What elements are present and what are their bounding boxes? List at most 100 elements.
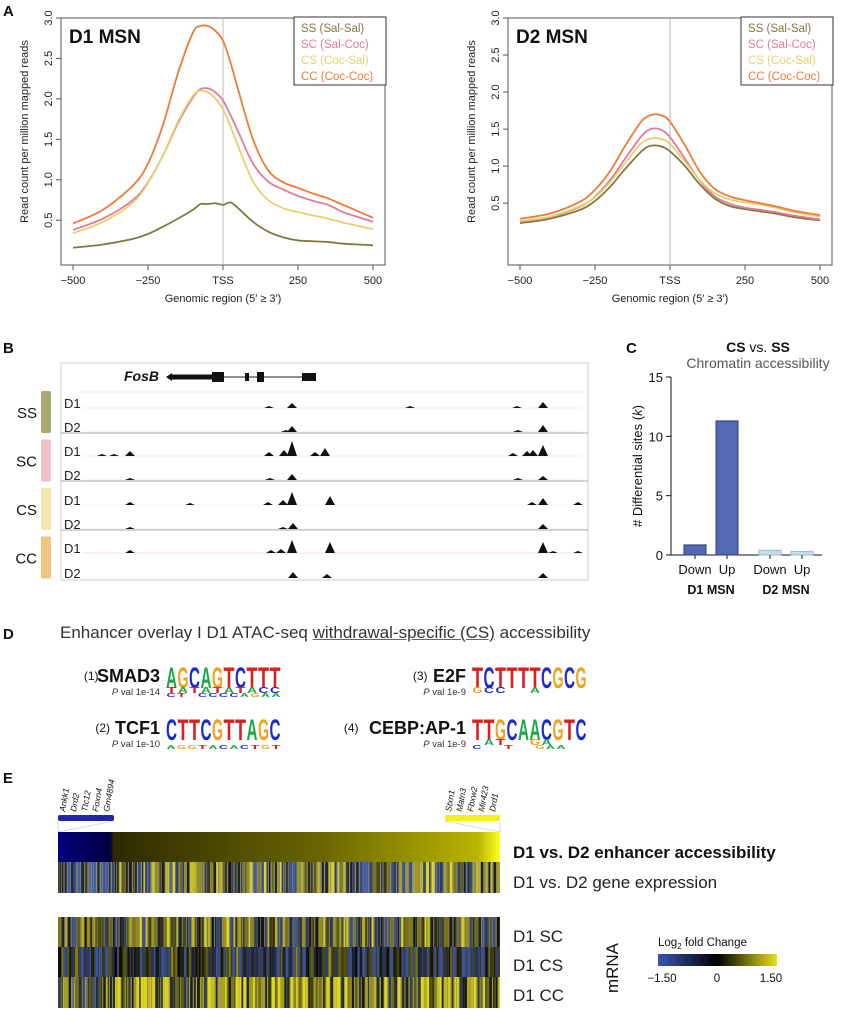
panel-a-letter: A bbox=[3, 3, 14, 20]
y-tick-label: 0.5 bbox=[490, 196, 502, 211]
heatmap-cell bbox=[401, 947, 405, 977]
heatmap-cell bbox=[465, 947, 467, 977]
heatmap-cell bbox=[161, 947, 165, 977]
heatmap-cell bbox=[399, 917, 401, 947]
heatmap-cell bbox=[125, 862, 128, 893]
heatmap-cell bbox=[262, 977, 264, 1008]
group-color-bar-ss bbox=[41, 391, 51, 433]
heatmap-cell bbox=[409, 862, 412, 893]
heatmap-cell bbox=[441, 917, 445, 947]
heatmap-cell bbox=[435, 917, 438, 947]
heatmap-cell bbox=[86, 977, 88, 1008]
motif-pvalue: P val 1e-14 bbox=[112, 687, 160, 698]
accessibility-peak bbox=[287, 540, 297, 553]
heatmap-cell bbox=[90, 917, 93, 947]
heatmap-cell bbox=[61, 977, 63, 1008]
heatmap-cell bbox=[241, 862, 243, 893]
heatmap-cell bbox=[431, 862, 435, 893]
heatmap-cell bbox=[435, 862, 437, 893]
motif-logo-letter-minor: A bbox=[546, 745, 556, 751]
heatmap-cell bbox=[215, 947, 219, 977]
heatmap-cell bbox=[351, 947, 355, 977]
heatmap-cell bbox=[310, 862, 313, 893]
motif-logo-letter-minor: G bbox=[536, 745, 545, 751]
heatmap-cell bbox=[476, 862, 479, 893]
accessibility-peak bbox=[513, 478, 523, 480]
heatmap-cell bbox=[166, 917, 170, 947]
accessibility-peak bbox=[573, 502, 583, 505]
heatmap-cell bbox=[136, 947, 140, 977]
heatmap-cell bbox=[289, 862, 293, 893]
gene-exon bbox=[302, 373, 316, 381]
heatmap-cell bbox=[372, 977, 374, 1008]
heatmap-cell bbox=[61, 947, 64, 977]
heatmap-cell bbox=[497, 862, 500, 893]
y-tick-label: 15 bbox=[649, 370, 663, 385]
left-gene-bracket bbox=[58, 815, 114, 821]
heatmap-cell bbox=[292, 862, 295, 893]
heatmap-cell bbox=[478, 947, 480, 977]
heatmap-cell bbox=[424, 947, 427, 977]
heatmap-cell bbox=[318, 977, 322, 1008]
heatmap-cell bbox=[249, 862, 253, 893]
heatmap-cell bbox=[302, 917, 305, 947]
motif-logo-letter: T bbox=[472, 662, 483, 695]
x-tick-label: TSS bbox=[212, 275, 233, 287]
heatmap-cell bbox=[323, 917, 325, 947]
heatmap-cell bbox=[302, 947, 306, 977]
group-label-ss: SS bbox=[17, 405, 37, 422]
chart-subtitle: Chromatin accessibility bbox=[686, 355, 829, 371]
heatmap-cell bbox=[67, 947, 69, 977]
accessibility-peak bbox=[522, 451, 532, 456]
motif-logo-letter-minor: A bbox=[209, 745, 219, 751]
accessibility-peak bbox=[97, 454, 107, 456]
heatmap-cell bbox=[370, 977, 372, 1008]
heatmap-cell bbox=[275, 947, 277, 977]
heatmap-cell bbox=[64, 862, 67, 893]
heatmap-cell bbox=[145, 862, 148, 893]
heatmap-cell bbox=[381, 862, 383, 893]
motif-logo-letter: T bbox=[507, 662, 518, 695]
heatmap-cell bbox=[433, 917, 436, 947]
heatmap-cell bbox=[349, 917, 353, 947]
motif-logo-letter: T bbox=[189, 714, 200, 747]
accessibility-peak bbox=[264, 406, 274, 408]
heatmap-cell bbox=[335, 862, 337, 893]
heatmap-cell bbox=[121, 917, 125, 947]
motif-logos: SMAD3(1)P val 1e-14 A G C A G T C T T TT A T A T A T A C CC… bbox=[84, 662, 587, 751]
motif-logo-letter-minor: G bbox=[261, 745, 270, 751]
heatmap-cell bbox=[193, 977, 196, 1008]
heatmap-cell bbox=[488, 862, 491, 893]
heatmap-cell bbox=[176, 917, 178, 947]
heatmap-cell bbox=[161, 977, 163, 1008]
heatmap-cell bbox=[377, 917, 381, 947]
heatmap-cell bbox=[139, 977, 141, 1008]
heatmap-cell bbox=[228, 947, 231, 977]
heatmap-cell bbox=[231, 862, 234, 893]
heatmap-cell bbox=[419, 862, 423, 893]
y-tick-label: 1.5 bbox=[490, 121, 502, 136]
heatmap-cell bbox=[196, 917, 199, 947]
heatmap-cell bbox=[485, 977, 487, 1008]
y-tick-label: 2.0 bbox=[490, 84, 502, 99]
motif-logo-letter-minor: A bbox=[261, 693, 271, 699]
heatmap-cell bbox=[244, 862, 247, 893]
heatmap-cell bbox=[142, 862, 144, 893]
motif-logo-letter-minor: T bbox=[272, 745, 281, 751]
heatmap-cell bbox=[265, 977, 267, 1008]
chart-title: CS vs. SS bbox=[726, 339, 790, 355]
heatmap-cell bbox=[58, 977, 61, 1008]
heatmap-cell bbox=[456, 917, 460, 947]
heatmap-cell bbox=[294, 977, 296, 1008]
heatmap-cell bbox=[436, 947, 438, 977]
heatmap-cell bbox=[251, 917, 254, 947]
heatmap-cell bbox=[372, 862, 376, 893]
heatmap-cell bbox=[157, 917, 161, 947]
heatmap-cell bbox=[323, 947, 325, 977]
heatmap-row-d1-cs bbox=[58, 947, 500, 977]
heatmap-cell bbox=[263, 947, 267, 977]
heatmap-cell bbox=[478, 917, 481, 947]
bar-d2-down bbox=[758, 549, 782, 556]
heatmap-cell bbox=[377, 862, 381, 893]
heatmap-cell bbox=[134, 947, 137, 977]
